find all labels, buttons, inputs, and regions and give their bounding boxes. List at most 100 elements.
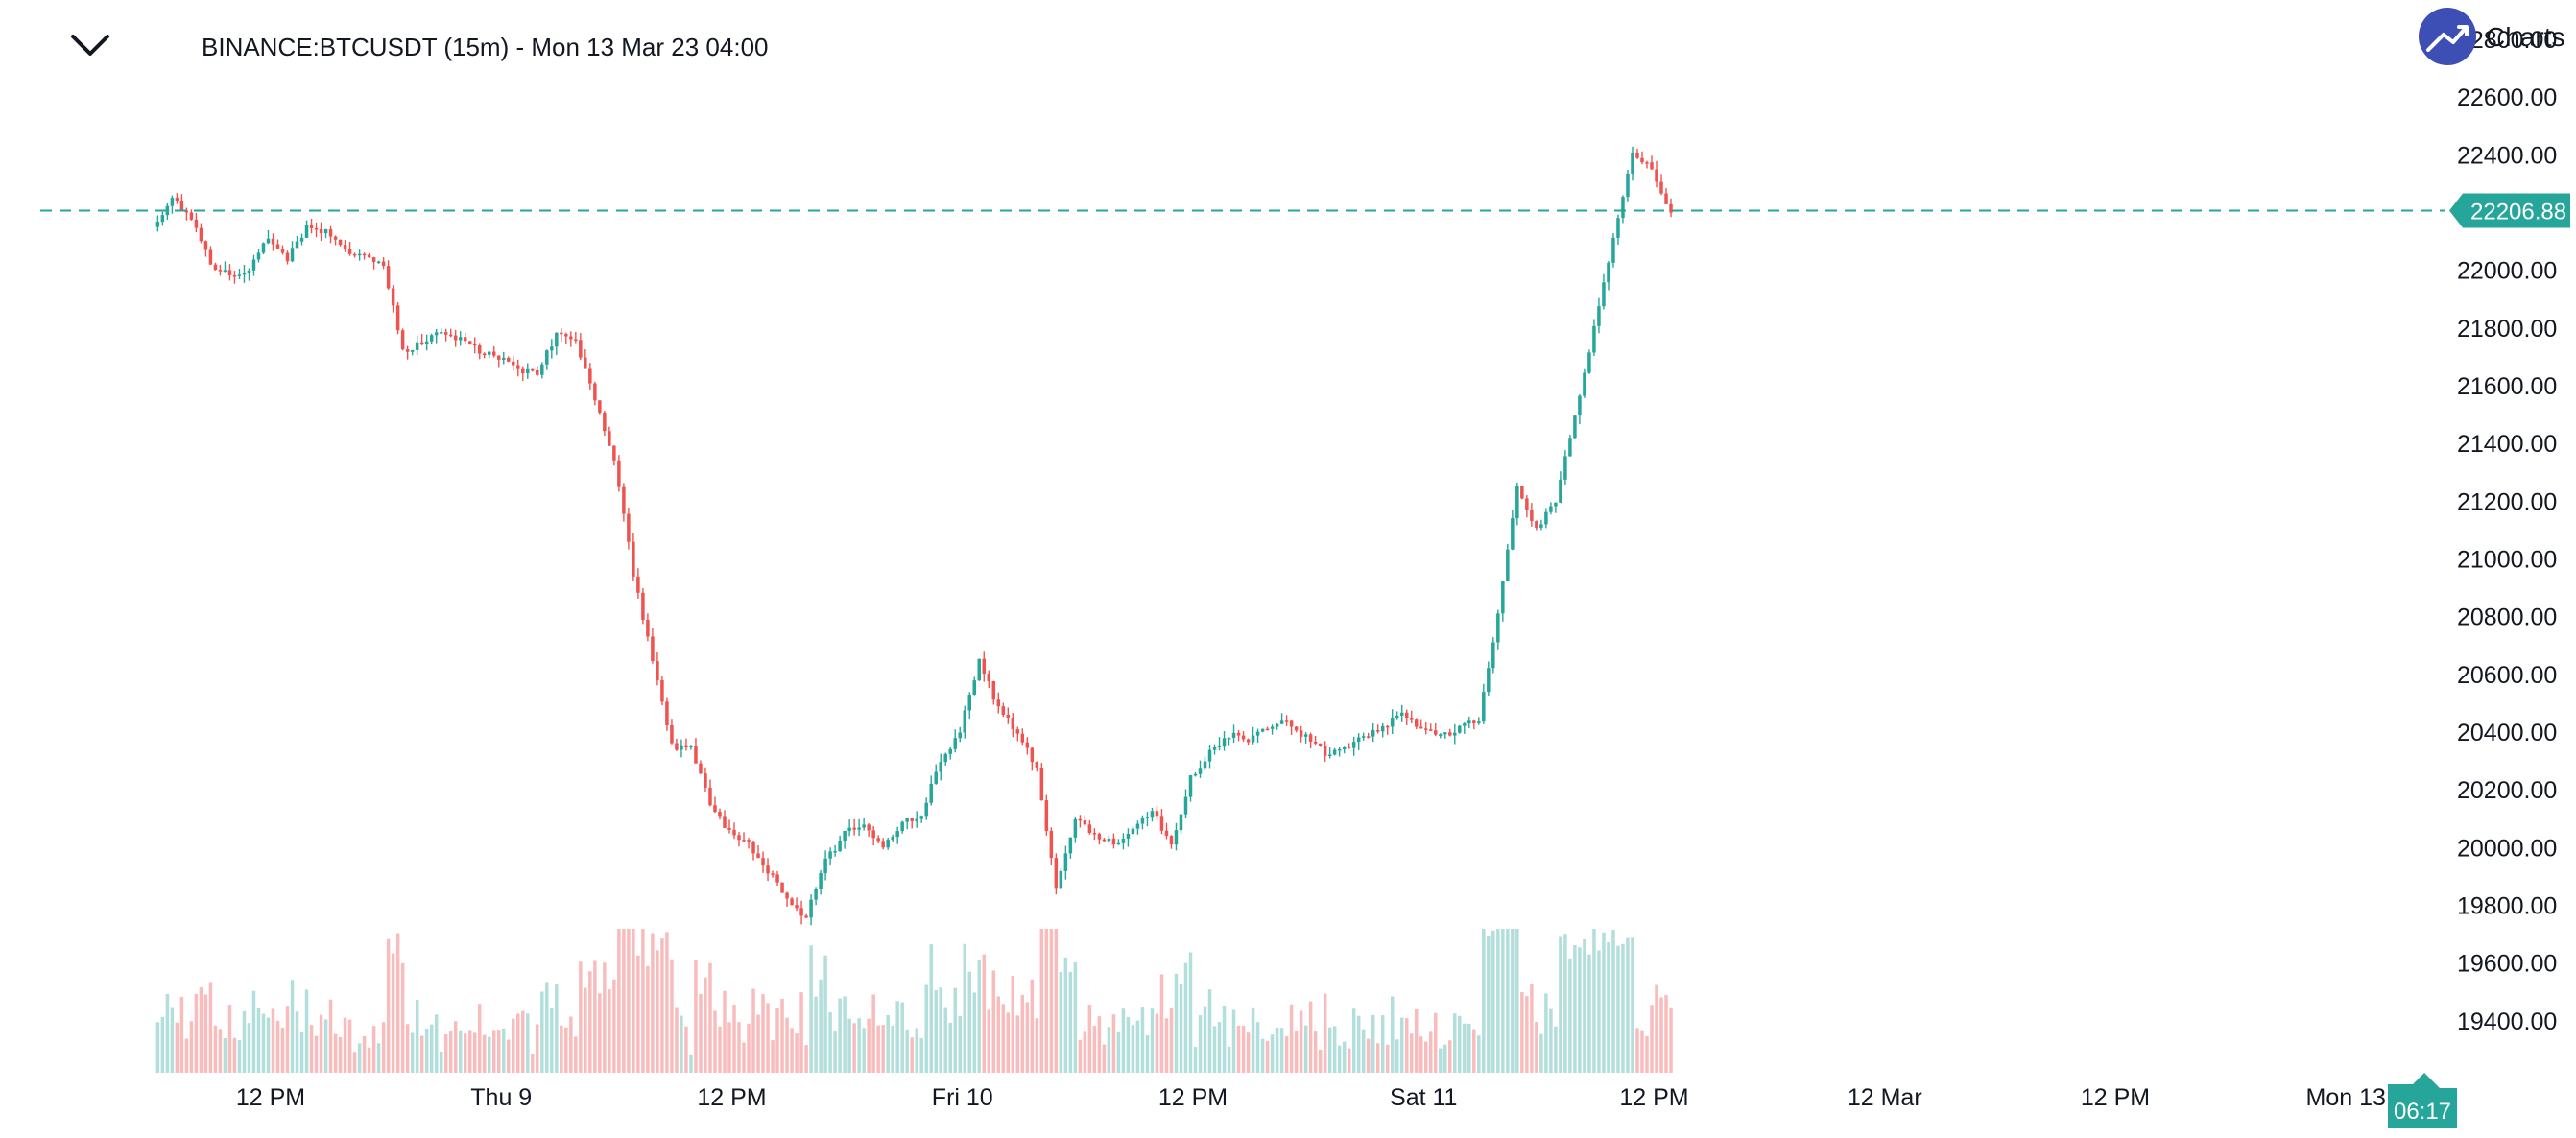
- candle-body: [1327, 754, 1332, 757]
- volume-bar: [742, 1042, 746, 1073]
- volume-bar: [1063, 957, 1068, 1073]
- candle-body: [670, 724, 674, 744]
- volume-bar: [1347, 1048, 1351, 1073]
- volume-bar: [756, 1014, 760, 1073]
- time-tick-label: 12 PM: [1158, 1084, 1228, 1111]
- volume-bar: [1332, 1026, 1337, 1073]
- volume-bar: [1380, 1015, 1385, 1073]
- candle-body: [632, 541, 635, 577]
- last-price-label: 22206.88: [2470, 199, 2566, 225]
- price-tick-label: 19800.00: [2457, 893, 2557, 920]
- candle-body: [833, 851, 837, 853]
- candle-body: [886, 840, 890, 848]
- candle-body: [790, 898, 794, 906]
- volume-bar: [1255, 1022, 1260, 1073]
- candle-body: [1063, 853, 1068, 871]
- candle-body: [804, 915, 808, 918]
- candle-body: [199, 227, 203, 242]
- volume-bar: [357, 1043, 362, 1073]
- candle-body: [439, 332, 443, 334]
- volume-bar: [1140, 1007, 1145, 1073]
- volume-bar: [536, 1024, 539, 1073]
- volume-bar: [1222, 1005, 1227, 1073]
- volume-bar: [1607, 941, 1610, 1073]
- volume-bar: [362, 1036, 367, 1073]
- candle-body: [1078, 818, 1083, 821]
- candle-body: [1323, 745, 1327, 756]
- volume-bar: [299, 1031, 304, 1073]
- volume-bar: [1011, 975, 1015, 1073]
- candle-body: [963, 710, 967, 733]
- volume-bar: [1539, 1033, 1543, 1073]
- candle-body: [612, 445, 616, 461]
- volume-bar: [871, 994, 875, 1073]
- candle-body: [569, 336, 573, 340]
- candle-body: [429, 335, 434, 342]
- candle-body: [362, 253, 367, 256]
- candle-body: [929, 783, 933, 803]
- volume-bar: [799, 992, 803, 1073]
- candle-body: [550, 346, 554, 351]
- time-tick-label: 12 PM: [1619, 1084, 1688, 1111]
- candle-body: [1001, 706, 1006, 715]
- candle-body: [910, 818, 914, 821]
- candle-body: [295, 241, 299, 249]
- candle-body: [165, 205, 170, 216]
- candle-body: [967, 695, 972, 711]
- volume-bar: [617, 929, 621, 1073]
- volume-bar: [223, 1037, 227, 1073]
- volume-bar: [1664, 994, 1668, 1073]
- candle-body: [713, 805, 717, 813]
- price-tick-label: 20000.00: [2457, 835, 2557, 862]
- brand-logo[interactable]: Charts: [2419, 8, 2564, 65]
- time-axis[interactable]: 12 PM Thu 9 12 PM Fri 10 12 PM Sat 11 12 PM 12 …: [236, 1084, 2386, 1111]
- candle-body: [1467, 720, 1471, 724]
- candle-body: [376, 261, 381, 264]
- candle-body: [453, 335, 458, 341]
- candle-body: [1530, 509, 1534, 522]
- candle-body: [280, 249, 285, 253]
- volume-bar: [1496, 929, 1500, 1073]
- volume-bar: [1351, 1008, 1356, 1073]
- time-tick-label: 12 PM: [2081, 1084, 2150, 1111]
- time-tick-label: Thu 9: [470, 1084, 532, 1111]
- volume-bar: [1025, 1002, 1030, 1073]
- volume-bar: [516, 1013, 520, 1073]
- price-axis[interactable]: 22800.0022600.0022400.0022000.0021800.00…: [2457, 27, 2557, 1035]
- candle-body: [704, 773, 707, 788]
- candle-body: [939, 762, 942, 772]
- volume-bar: [1568, 958, 1572, 1073]
- volume-bar: [410, 1032, 415, 1073]
- candle-body: [1251, 735, 1255, 743]
- candle-body: [564, 334, 568, 337]
- volume-bar: [843, 996, 847, 1073]
- candle-body: [751, 842, 755, 854]
- volume-bar: [391, 953, 395, 1073]
- volume-bar: [1448, 1040, 1452, 1073]
- volume-bar: [1525, 996, 1529, 1073]
- candle-body: [982, 658, 987, 675]
- candle-body: [1563, 456, 1567, 480]
- volume-bar: [376, 1043, 381, 1073]
- candle-body: [290, 248, 295, 262]
- candle-body: [545, 350, 549, 365]
- volume-bar: [1270, 1034, 1275, 1073]
- collapse-button[interactable]: [58, 21, 125, 69]
- volume-bar: [1121, 1008, 1126, 1073]
- candle-body: [919, 816, 923, 819]
- volume-bar: [761, 994, 765, 1073]
- volume-bar: [1174, 973, 1179, 1073]
- bar-countdown: 06:17: [2388, 1073, 2457, 1128]
- candle-body: [1337, 748, 1342, 751]
- volume-bar: [1260, 1038, 1265, 1073]
- candle-body: [1664, 193, 1668, 204]
- volume-bar: [227, 1005, 232, 1073]
- candle-body: [1434, 730, 1438, 735]
- candle-body: [1174, 830, 1179, 845]
- volume-bar: [809, 945, 813, 1073]
- volume-bar: [953, 987, 957, 1073]
- volume-bar: [218, 1029, 223, 1073]
- candle-body: [1049, 830, 1054, 859]
- volume-bar: [895, 1001, 899, 1073]
